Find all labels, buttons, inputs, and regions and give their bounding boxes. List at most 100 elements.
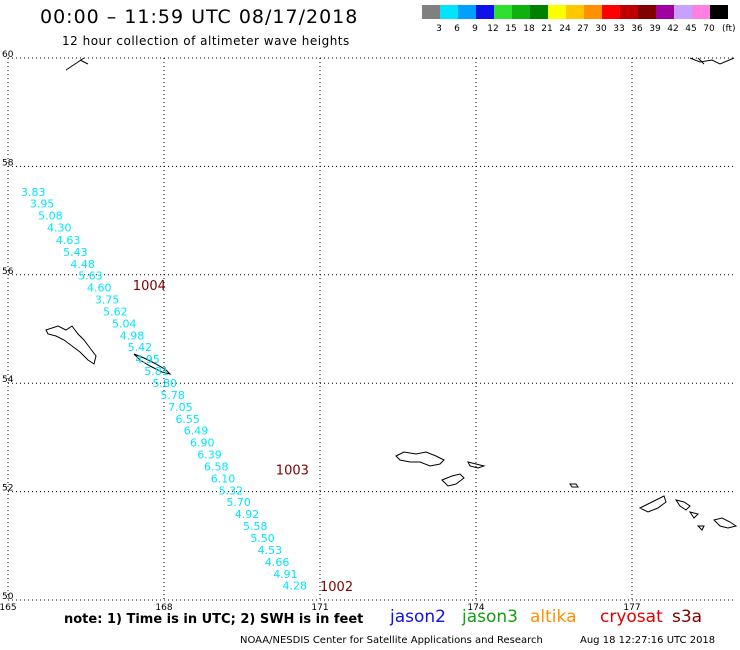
wave-height-label: 5.70 bbox=[226, 496, 251, 509]
legend-label: 42 bbox=[667, 24, 678, 34]
satellite-name: cryosat bbox=[600, 607, 663, 627]
lat-tick-label: 56 bbox=[2, 267, 14, 277]
legend-label: 6 bbox=[454, 24, 460, 34]
legend-swatch bbox=[458, 5, 476, 19]
legend-label: 21 bbox=[541, 24, 552, 34]
wave-height-label: 5.58 bbox=[243, 520, 267, 533]
wave-height-label: 4.30 bbox=[47, 221, 72, 234]
legend-label: 39 bbox=[649, 24, 661, 34]
legend-swatch bbox=[656, 5, 674, 19]
pressure-labels: 1004 1003 1002 bbox=[133, 279, 353, 595]
wave-height-label: 4.91 bbox=[273, 568, 298, 581]
wave-height-label: 5.43 bbox=[63, 246, 87, 259]
legend-swatch bbox=[710, 5, 728, 19]
wave-height-label: 4.63 bbox=[56, 234, 80, 247]
wave-height-label: 6.55 bbox=[175, 413, 200, 426]
lat-tick-label: 58 bbox=[2, 158, 14, 168]
wave-height-label: 4.53 bbox=[258, 544, 283, 557]
wave-height-label: 3.83 bbox=[21, 186, 46, 199]
wave-height-label: 5.04 bbox=[112, 317, 137, 330]
map-subtitle: 12 hour collection of altimeter wave hei… bbox=[62, 34, 350, 48]
coastline-attu-island bbox=[395, 451, 445, 467]
coastline-northeast bbox=[689, 57, 735, 65]
pressure-label: 1003 bbox=[276, 463, 309, 478]
wave-height-label: 5.63 bbox=[78, 270, 103, 283]
legend-label: 18 bbox=[523, 24, 535, 34]
lat-tick-label: 52 bbox=[2, 484, 13, 494]
legend-label: 70 bbox=[703, 24, 715, 34]
coastline-kamchatka-tip bbox=[65, 57, 89, 71]
legend-swatch bbox=[476, 5, 494, 19]
satellite-name: jason2 bbox=[390, 607, 446, 627]
wave-height-label: 6.90 bbox=[190, 437, 215, 450]
wave-height-label: 7.05 bbox=[168, 401, 193, 414]
lat-tick-label: 50 bbox=[2, 592, 14, 602]
wave-height-label: 6.49 bbox=[184, 425, 209, 438]
wave-height-label: 3.95 bbox=[30, 198, 55, 211]
wave-height-label: 4.92 bbox=[235, 508, 260, 521]
satellite-name: jason3 bbox=[462, 607, 518, 627]
wave-height-label: 5.42 bbox=[128, 341, 153, 354]
legend-swatch bbox=[548, 5, 566, 19]
legend-swatch bbox=[530, 5, 548, 19]
wave-height-label: 5.32 bbox=[219, 484, 244, 497]
legend-swatch bbox=[620, 5, 638, 19]
legend-swatch bbox=[512, 5, 530, 19]
legend-swatch bbox=[584, 5, 602, 19]
altimeter-track: 3.833.955.084.304.635.434.485.634.603.75… bbox=[21, 186, 307, 592]
wave-height-label: 5.50 bbox=[250, 532, 275, 545]
footer-timestamp: Aug 18 12:27:16 UTC 2018 bbox=[580, 635, 716, 646]
pressure-label: 1004 bbox=[133, 279, 166, 294]
lat-tick-label: 54 bbox=[2, 375, 14, 385]
wave-height-label: 4.60 bbox=[87, 282, 112, 295]
footer-note: note: 1) Time is in UTC; 2) SWH is in fe… bbox=[64, 612, 364, 627]
satellite-name: altika bbox=[530, 607, 577, 627]
wave-height-label: 5.08 bbox=[38, 210, 63, 223]
coastline-bering-island bbox=[45, 325, 97, 365]
lat-tick-label: 60 bbox=[2, 50, 14, 60]
legend-label: 15 bbox=[505, 24, 516, 34]
wave-height-label: 5.62 bbox=[103, 305, 128, 318]
legend-label: 33 bbox=[613, 24, 624, 34]
wave-height-label: 6.58 bbox=[204, 460, 229, 473]
wave-height-label: 5.80 bbox=[153, 377, 178, 390]
wave-height-label: 4.95 bbox=[135, 353, 160, 366]
lon-tick-label: 174 bbox=[467, 603, 484, 613]
wave-height-label: 6.39 bbox=[197, 449, 222, 462]
coastline-buldir-islet bbox=[569, 483, 579, 488]
coastlines bbox=[45, 57, 738, 531]
lon-tick-label: 171 bbox=[311, 603, 328, 613]
wave-height-label: 5.78 bbox=[160, 389, 185, 402]
lon-tick-label: 168 bbox=[155, 603, 172, 613]
legend-label: 30 bbox=[595, 24, 607, 34]
map-title: 00:00 – 11:59 UTC 08/17/2018 bbox=[40, 6, 359, 28]
legend-swatch bbox=[692, 5, 710, 19]
legend-swatch bbox=[674, 5, 692, 19]
legend-label: 12 bbox=[487, 24, 498, 34]
legend-label: 3 bbox=[436, 24, 442, 34]
legend-label: 9 bbox=[472, 24, 478, 34]
legend-label: 24 bbox=[559, 24, 571, 34]
coastline-agattu-island bbox=[441, 473, 465, 487]
legend-label: 36 bbox=[631, 24, 643, 34]
wave-height-label: 4.98 bbox=[120, 329, 145, 342]
coastline-rat-islands bbox=[638, 495, 738, 531]
wave-height-label: 3.75 bbox=[95, 294, 120, 307]
wave-height-label: 6.10 bbox=[211, 472, 236, 485]
legend-swatch bbox=[440, 5, 458, 19]
legend-swatch bbox=[638, 5, 656, 19]
legend-unit: (ft) bbox=[722, 24, 736, 34]
lon-tick-label: 165 bbox=[0, 603, 17, 613]
wave-height-label: 4.66 bbox=[265, 556, 290, 569]
legend-swatch bbox=[566, 5, 584, 19]
lon-tick-label: 177 bbox=[623, 603, 640, 613]
coastline-semichi-islet bbox=[467, 461, 486, 469]
satellite-name: s3a bbox=[672, 607, 703, 627]
legend-swatch bbox=[602, 5, 620, 19]
lat-lon-grid: 165 168 171 174 177 60 58 56 54 52 50 bbox=[0, 50, 736, 613]
legend-label: 27 bbox=[577, 24, 588, 34]
wave-height-label: 5.81 bbox=[144, 365, 169, 378]
wave-height-label: 4.48 bbox=[70, 258, 95, 271]
coastline-medny-island bbox=[133, 353, 172, 375]
